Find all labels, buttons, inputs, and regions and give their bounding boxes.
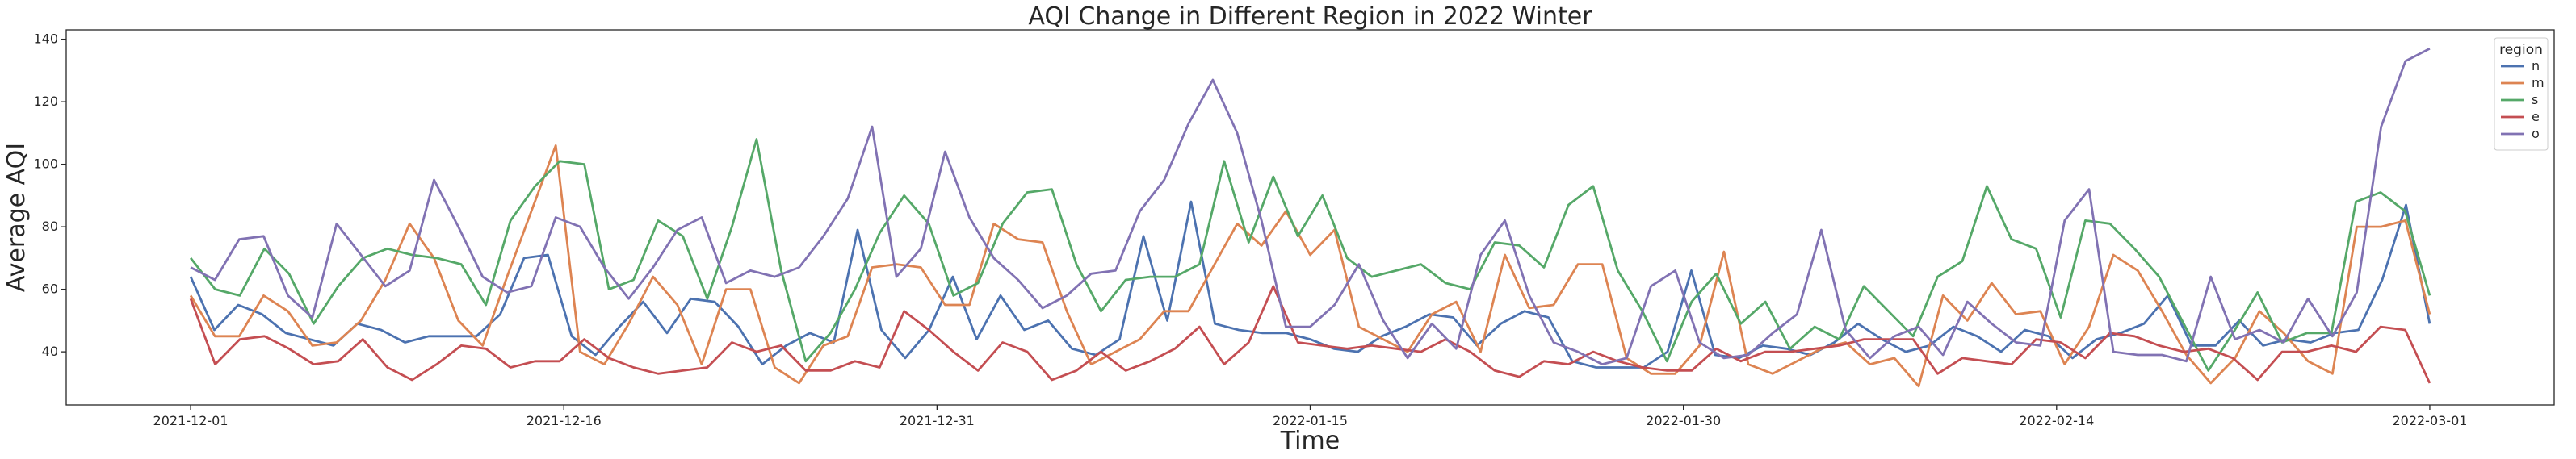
y-tick-label: 100 xyxy=(33,156,58,172)
x-tick-label: 2022-01-30 xyxy=(1646,413,1721,428)
y-axis-label: Average AQI xyxy=(2,143,31,292)
series-line-o xyxy=(190,48,2431,366)
series-line-m xyxy=(189,144,2431,388)
x-tick-label: 2022-01-15 xyxy=(1273,413,1348,428)
y-tick-label: 120 xyxy=(33,94,58,109)
series-line-e xyxy=(189,285,2431,384)
legend-label-o: o xyxy=(2532,126,2540,141)
legend-label-m: m xyxy=(2532,75,2545,90)
legend-label-s: s xyxy=(2532,92,2538,107)
x-tick-label: 2022-02-14 xyxy=(2019,413,2094,428)
series-line-n xyxy=(189,200,2431,369)
chart-title: AQI Change in Different Region in 2022 W… xyxy=(1028,2,1592,31)
axes-layer: 40 60 80 100 120 140 2021-12-01 2021-12-16 2021-… xyxy=(33,29,2555,428)
y-tick-label: 60 xyxy=(42,282,58,297)
y-tick-label: 40 xyxy=(42,344,58,359)
x-tick-label: 2021-12-01 xyxy=(153,413,229,428)
x-tick-label: 2021-12-31 xyxy=(900,413,975,428)
x-tick-label: 2022-03-01 xyxy=(2392,413,2467,428)
legend-label-n: n xyxy=(2532,58,2540,73)
legend-label-e: e xyxy=(2532,109,2540,124)
x-tick-label: 2021-12-16 xyxy=(527,413,602,428)
series-line-s xyxy=(189,138,2431,372)
y-tick-label: 80 xyxy=(42,219,58,234)
legend-title: region xyxy=(2499,42,2543,58)
x-axis-label: Time xyxy=(1280,427,1340,455)
y-tick-label: 140 xyxy=(33,31,58,47)
series-layer xyxy=(189,48,2431,388)
